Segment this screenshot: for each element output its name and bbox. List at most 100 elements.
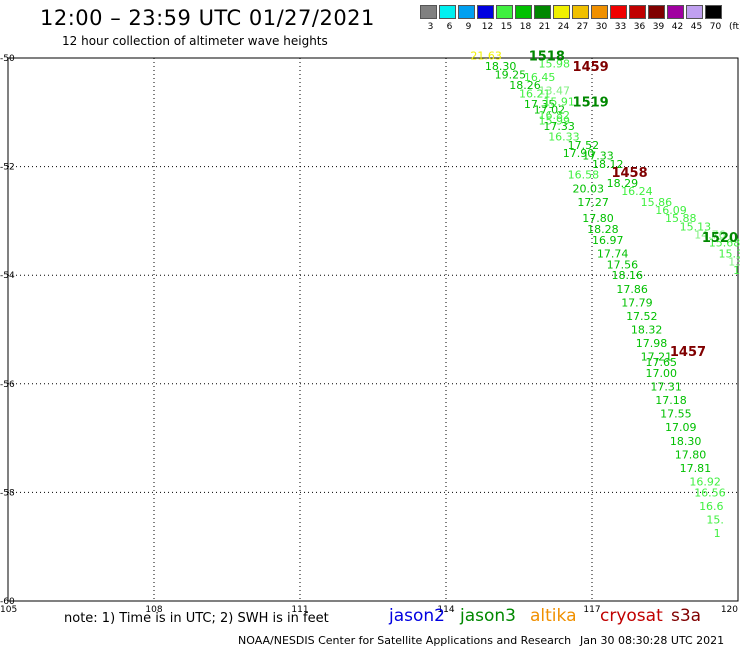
- wave-height-value: 17.79: [621, 296, 653, 309]
- wave-height-value: 15.91: [543, 95, 575, 108]
- wave-height-value: 16.92: [689, 476, 721, 489]
- wave-height-value: 17.35: [524, 98, 556, 111]
- wave-height-value: 13.98: [728, 256, 740, 269]
- wave-height-value: 21.63: [470, 49, 502, 62]
- color-label-15: 15: [500, 22, 513, 32]
- color-swatch-36: [629, 5, 646, 19]
- wave-height-value: 15.13: [680, 220, 712, 233]
- lon-tick-label: 117: [583, 605, 600, 615]
- wave-height-value: 18.32: [631, 324, 663, 337]
- wave-height-value: 17.81: [680, 462, 712, 475]
- color-label-18: 18: [519, 22, 532, 32]
- wave-height-value: 18.29: [607, 177, 639, 190]
- lon-tick-label: 114: [437, 605, 454, 615]
- wave-height-value: 16.6: [699, 500, 724, 513]
- legend-cryosat: cryosat: [600, 606, 663, 626]
- map-note: note: 1) Time is in UTC; 2) SWH is in fe…: [64, 611, 329, 626]
- color-swatch-24: [553, 5, 570, 19]
- wave-height-value: 15.31: [733, 264, 740, 277]
- wave-height-value: 15.39: [719, 247, 740, 260]
- wave-height-value: 17.80: [582, 212, 614, 225]
- color-swatch-42: [667, 5, 684, 19]
- color-swatch-6: [439, 5, 456, 19]
- wave-height-value: 17.52: [626, 310, 658, 323]
- color-label-42: 42: [671, 22, 684, 32]
- color-swatch-27: [572, 5, 589, 19]
- color-label-45: 45: [690, 22, 703, 32]
- map-subtitle: 12 hour collection of altimeter wave hei…: [62, 34, 328, 48]
- wave-height-value: 13.47: [538, 85, 570, 98]
- wave-height-value: 17.00: [646, 367, 678, 380]
- wave-height-value: 16.24: [621, 185, 653, 198]
- color-label-24: 24: [557, 22, 570, 32]
- wave-height-value: 15.98: [538, 57, 570, 70]
- wave-height-value: 18.12: [592, 158, 624, 171]
- color-label-21: 21: [538, 22, 551, 32]
- wave-height-value: 16.21: [519, 87, 551, 100]
- color-swatch-3: [420, 5, 437, 19]
- wave-height-value: 15.68: [709, 237, 740, 250]
- wave-height-value: 16.56: [694, 486, 726, 499]
- wave-height-value: 18.30: [485, 60, 517, 73]
- pass-label-1459: 1459: [573, 60, 609, 75]
- color-label-3: 3: [427, 22, 434, 32]
- legend-altika: altika: [530, 606, 577, 626]
- color-swatch-15: [496, 5, 513, 19]
- wave-height-value: 16.97: [592, 234, 624, 247]
- wave-height-observations: 21.6315.9818.3019.2516.4518.2613.4716.21…: [470, 49, 740, 540]
- color-swatch-33: [610, 5, 627, 19]
- pass-label-1519: 1519: [573, 95, 609, 110]
- color-label-33: 33: [614, 22, 627, 32]
- pass-label-1518: 1518: [529, 49, 565, 64]
- map-title: 12:00 – 23:59 UTC 01/27/2021: [40, 6, 375, 30]
- color-label-27: 27: [576, 22, 589, 32]
- lat-tick-label: -52: [0, 163, 15, 173]
- color-label-70: 70: [709, 22, 722, 32]
- wave-height-value: 19.25: [495, 68, 526, 81]
- wave-height-value: 17.33: [543, 120, 575, 133]
- wave-height-value: 18.30: [670, 435, 702, 448]
- wave-height-value: 17.21: [641, 351, 673, 364]
- wave-height-value: 15.99: [538, 114, 570, 127]
- color-swatch-30: [591, 5, 608, 19]
- wave-height-value: 17.65: [646, 356, 678, 369]
- lat-tick-label: -50: [0, 54, 15, 64]
- color-swatch-9: [458, 5, 475, 19]
- wave-height-value: 15.86: [641, 196, 673, 209]
- wave-height-value: 18.26: [509, 79, 541, 92]
- wave-height-value: 16.09: [655, 204, 687, 217]
- wave-height-value: 14.76: [694, 228, 726, 241]
- color-swatch-21: [534, 5, 551, 19]
- wave-height-value: 17.18: [655, 394, 687, 407]
- wave-height-value: 17.55: [660, 408, 692, 421]
- color-swatch-12: [477, 5, 494, 19]
- color-label-9: 9: [465, 22, 472, 32]
- wave-height-value: 1: [714, 527, 721, 540]
- wave-height-value: 17.80: [675, 448, 707, 461]
- wave-height-value: 16.33: [548, 131, 580, 144]
- wave-height-value: 17.56: [607, 258, 639, 271]
- wave-height-value: 16.58: [568, 169, 600, 182]
- wave-height-value: 17.33: [582, 150, 614, 163]
- wave-height-value: 20.03: [573, 182, 605, 195]
- lon-tick-label: 108: [145, 605, 162, 615]
- lon-tick-label: 120: [721, 605, 738, 615]
- color-label-30: 30: [595, 22, 608, 32]
- legend-jason3: jason3: [460, 606, 516, 626]
- wave-height-value: 17.52: [568, 139, 600, 152]
- wave-height-value: 17.98: [636, 337, 668, 350]
- color-swatch-39: [648, 5, 665, 19]
- legend-s3a: s3a: [671, 606, 702, 626]
- wave-height-value: 18.28: [587, 223, 619, 236]
- wave-height-value: 17.90: [563, 147, 595, 160]
- credit-line: NOAA/NESDIS Center for Satellite Applica…: [238, 634, 572, 647]
- wave-height-value: 17.31: [650, 381, 682, 394]
- wave-height-value: 17.74: [597, 247, 629, 260]
- lat-tick-label: -56: [0, 380, 15, 390]
- pass-label-1520: 1520: [702, 231, 738, 246]
- pass-label-1457: 1457: [670, 345, 706, 360]
- color-label-39: 39: [652, 22, 665, 32]
- lat-tick-label: -54: [0, 271, 15, 281]
